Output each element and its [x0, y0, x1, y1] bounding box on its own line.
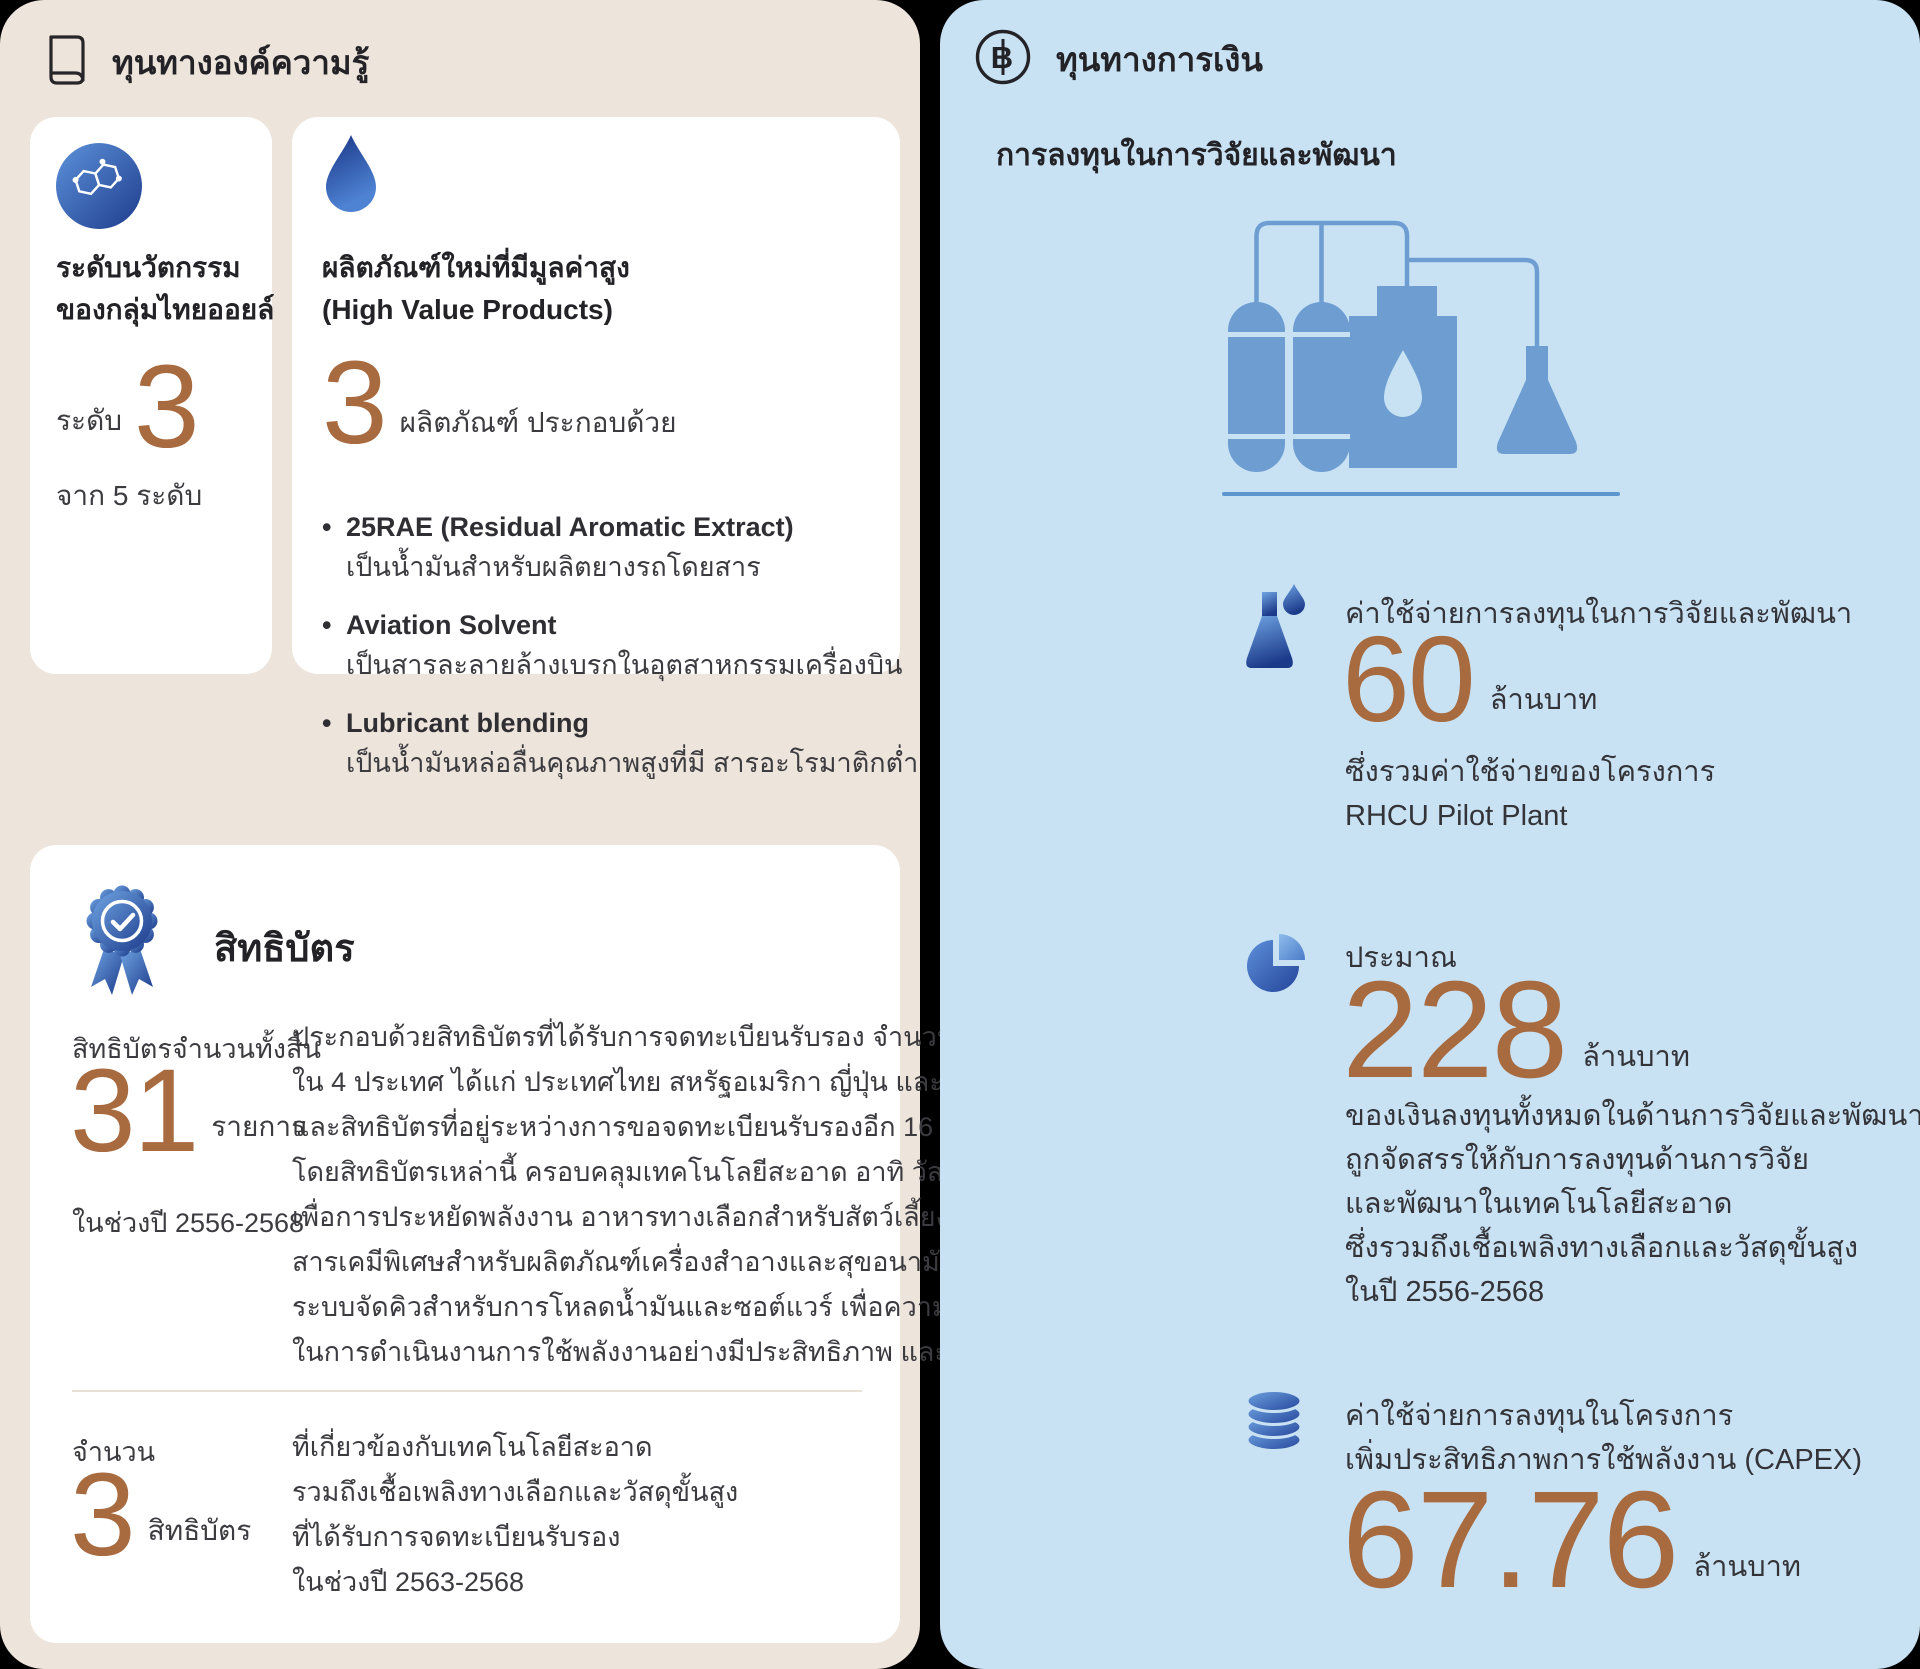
innovation-level-subtext: จาก 5 ระดับ [56, 480, 203, 511]
divider [72, 1390, 862, 1392]
patents-total-value: 31 รายการ [70, 1045, 307, 1177]
rd-allocation-description-line: ถูกจัดสรรให้กับการลงทุนด้านการวิจัย [1345, 1144, 1809, 1176]
high-value-products-card: ผลิตภัณฑ์ใหม่ที่มีมูลค่าสูง (High Value … [292, 117, 918, 778]
capex-label-line: เพิ่มประสิทธิภาพการใช้พลังงาน (CAPEX) [1345, 1444, 1863, 1476]
patent-description-line: และสิทธิบัตรที่อยู่ระหว่างการขอจดทะเบียน… [292, 1112, 1033, 1142]
product-name: Lubricant blending [346, 708, 589, 738]
capex-number: 67.76 [1342, 1463, 1679, 1617]
innovation-level-value: ระดับ 3 [56, 341, 200, 473]
droplet-icon [322, 133, 380, 218]
patent-description-line: โดยสิทธิบัตรเหล่านี้ ครอบคลุมเทคโนโลยีสะ… [292, 1157, 1028, 1187]
research-lab-illustration [1228, 192, 1624, 485]
patents-card-title: สิทธิบัตร [214, 928, 355, 970]
innovation-level-prefix: ระดับ [56, 405, 123, 437]
products-card-title: ผลิตภัณฑ์ใหม่ที่มีมูลค่าสูง (High Value … [322, 252, 630, 325]
product-name: 25RAE (Residual Aromatic Extract) [346, 512, 794, 542]
rd-expense-description-line: RHCU Pilot Plant [1345, 800, 1568, 832]
capex-label: ค่าใช้จ่ายการลงทุนในโครงการ เพิ่มประสิทธ… [1345, 1394, 1862, 1482]
rd-allocation-unit: ล้านบาท [1582, 1041, 1690, 1074]
products-count-suffix: ผลิตภัณฑ์ ประกอบด้วย [399, 407, 677, 439]
rd-allocation-label: ประมาณ [1345, 942, 1457, 974]
rd-expense-description-line: ซึ่งรวมค่าใช้จ่ายของโครงการ [1345, 756, 1716, 788]
patent-description-line: ระบบจัดคิวสำหรับการโหลดน้ำมันและซอต์แวร์… [292, 1292, 1038, 1322]
product-name: Aviation Solvent [346, 610, 557, 640]
knowledge-capital-panel: ทุนทางองค์ความรู้ [0, 0, 1116, 1669]
clean-tech-description-line: ที่ได้รับการจดทะเบียนรับรอง [292, 1522, 621, 1552]
patents-total-label: สิทธิบัตรจำนวนทั้งสิ้น [72, 1034, 321, 1064]
clean-tech-description-line: ในช่วงปี 2563-2568 [292, 1567, 525, 1597]
rd-allocation-description-line: ซึ่งรวมถึงเชื้อเพลิงทางเลือกและวัสดุขั้น… [1345, 1232, 1859, 1264]
flask-icon [1242, 580, 1306, 683]
financial-panel-header: B ทุนทางการเงิน [974, 28, 1263, 91]
products-list: • 25RAE (Residual Aromatic Extract) เป็นน… [322, 507, 918, 801]
products-count: 3 ผลิตภัณฑ์ ประกอบด้วย [322, 337, 677, 469]
list-item: • 25RAE (Residual Aromatic Extract) เป็นน… [322, 507, 918, 587]
knowledge-panel-title: ทุนทางองค์ความรู้ [112, 44, 370, 81]
rd-expense-description: ซึ่งรวมค่าใช้จ่ายของโครงการ RHCU Pilot P… [1345, 750, 1715, 838]
patents-card: สิทธิบัตร สิทธิบัตรจำนวนทั้งสิ้น 31 รายก… [30, 845, 1116, 1643]
patents-total-unit: รายการ [211, 1111, 307, 1143]
award-badge-icon [72, 871, 172, 1004]
rd-expense-label: ค่าใช้จ่ายการลงทุนในการวิจัยและพัฒนา [1345, 598, 1853, 630]
patents-total-period: ในช่วงปี 2556-2568 [72, 1208, 305, 1238]
rd-allocation-description-line: ในปี 2556-2568 [1345, 1276, 1545, 1308]
clean-tech-value: 3 สิทธิบัตร [70, 1449, 252, 1581]
bullet-dot: • [322, 708, 332, 738]
rd-allocation-value: 228 ล้านบาท [1342, 953, 1690, 1107]
bullet-dot: • [322, 512, 332, 542]
patent-description-line: เพื่อการประหยัดพลังงาน อาหารทางเลือกสำหร… [292, 1202, 949, 1232]
rd-expense-number: 60 [1342, 611, 1476, 747]
innovation-level-card: ระดับนวัตกรรม ของกลุ่มไทยออยล์ ระดับ 3 จ… [30, 117, 275, 674]
clean-tech-number: 3 [70, 1449, 136, 1581]
clean-tech-description-line: ที่เกี่ยวข้องกับเทคโนโลยีสะอาด [292, 1432, 653, 1462]
rd-allocation-description: ของเงินลงทุนทั้งหมดในด้านการวิจัยและพัฒน… [1345, 1094, 1920, 1314]
list-item: • Aviation Solvent เป็นสารละลายล้างเบรกใน… [322, 605, 918, 685]
coins-stack-icon [1242, 1388, 1306, 1457]
rd-expense-value: 60 ล้านบาท [1342, 611, 1598, 747]
product-desc: เป็นน้ำมันสำหรับผลิตยางรถโดยสาร [346, 552, 761, 582]
bullet-dot: • [322, 610, 332, 640]
product-desc: เป็นน้ำมันหล่อลื่นคุณภาพสูงที่มี สารอะโร… [346, 748, 919, 778]
capex-label-line: ค่าใช้จ่ายการลงทุนในโครงการ [1345, 1400, 1734, 1432]
knowledge-panel-header: ทุนทางองค์ความรู้ [42, 32, 369, 93]
patents-total-number: 31 [70, 1045, 199, 1177]
book-icon [42, 32, 88, 93]
rd-allocation-description-line: ของเงินลงทุนทั้งหมดในด้านการวิจัยและพัฒน… [1345, 1100, 1920, 1132]
illustration-baseline [1222, 492, 1620, 496]
patent-description-line: ใน 4 ประเทศ ได้แก่ ประเทศไทย สหรัฐอเมริก… [292, 1067, 1053, 1097]
products-count-number: 3 [322, 337, 388, 469]
pie-chart-icon [1242, 930, 1308, 999]
innovation-card-title: ระดับนวัตกรรม ของกลุ่มไทยออยล์ [56, 252, 275, 325]
financial-capital-panel: B ทุนทางการเงิน การลงทุนในการวิจัยและพัฒ… [940, 0, 1920, 1669]
rd-expense-unit: ล้านบาท [1489, 683, 1598, 716]
capex-value: 67.76 ล้านบาท [1342, 1463, 1802, 1617]
clean-tech-unit: สิทธิบัตร [147, 1515, 252, 1547]
clean-tech-description-line: รวมถึงเชื้อเพลิงทางเลือกและวัสดุขั้นสูง [292, 1477, 739, 1507]
rd-allocation-description-line: และพัฒนาในเทคโนโลยีสะอาด [1345, 1188, 1733, 1220]
clean-tech-description: ที่เกี่ยวข้องกับเทคโนโลยีสะอาด รวมถึงเชื… [292, 1425, 738, 1605]
capex-unit: ล้านบาท [1693, 1551, 1802, 1584]
molecule-icon [56, 143, 142, 234]
rd-allocation-number: 228 [1342, 953, 1568, 1107]
clean-tech-label: จำนวน [72, 1437, 156, 1467]
rd-investment-subtitle: การลงทุนในการวิจัยและพัฒนา [996, 139, 1397, 172]
product-desc: เป็นสารละลายล้างเบรกในอุตสาหกรรมเครื่องบ… [346, 650, 903, 680]
baht-icon: B [974, 28, 1032, 91]
list-item: • Lubricant blending เป็นน้ำมันหล่อลื่นคุ… [322, 703, 918, 783]
innovation-level-number: 3 [134, 341, 200, 473]
financial-panel-title: ทุนทางการเงิน [1056, 41, 1263, 78]
